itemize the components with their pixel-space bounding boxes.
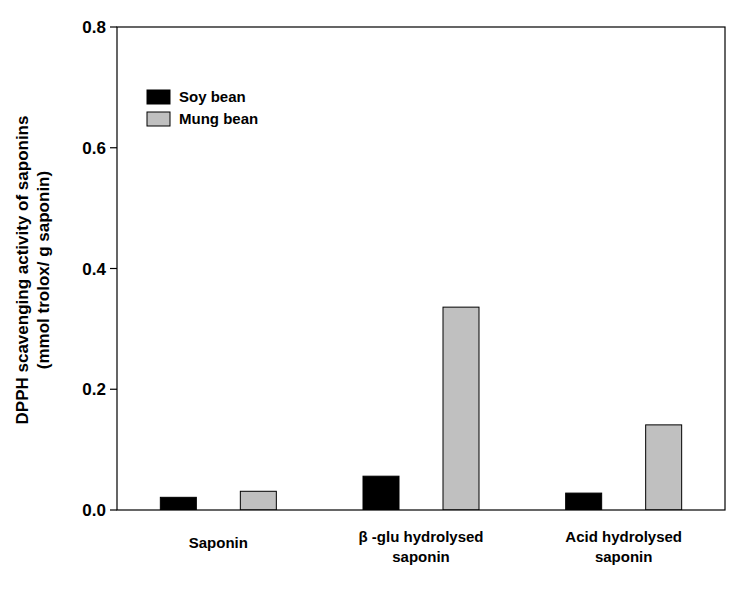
y-axis-label: DPPH scavenging activity of saponins(mmo… xyxy=(13,116,53,425)
category-label: Saponin xyxy=(189,534,248,551)
tick xyxy=(110,26,117,27)
legend-label: Soy bean xyxy=(179,88,246,105)
legend-swatch xyxy=(147,112,170,126)
bar xyxy=(646,425,682,510)
text-line: saponin xyxy=(595,548,653,565)
legend-swatch xyxy=(147,90,170,104)
text-line: β -glu hydrolysed xyxy=(358,528,483,545)
tick xyxy=(110,268,117,269)
tick xyxy=(110,389,117,390)
tick xyxy=(110,147,117,148)
bars xyxy=(160,307,681,510)
tick-label: 0.6 xyxy=(82,139,106,158)
chart: 0.0 0.2 0.4 0.6 0.8 Saponin β -glu hydrolysed s… xyxy=(0,0,752,594)
plot-frame xyxy=(117,27,725,510)
bar xyxy=(240,491,276,510)
category-label: β -glu hydrolysed saponin xyxy=(358,528,483,565)
text-line: DPPH scavenging activity of saponins xyxy=(13,116,32,425)
text-line: Acid hydrolysed xyxy=(565,528,682,545)
text-line: (mmol trolox/ g saponin) xyxy=(34,171,53,369)
text-line: Saponin xyxy=(189,534,248,551)
tick-label: 0.4 xyxy=(82,260,106,279)
category-label: Acid hydrolysed saponin xyxy=(565,528,682,565)
bar xyxy=(363,476,399,510)
bar xyxy=(160,497,196,510)
tick xyxy=(110,509,117,510)
bar xyxy=(443,307,479,510)
tick-label: 0.2 xyxy=(82,380,106,399)
legend-label: Mung bean xyxy=(179,110,258,127)
bar xyxy=(566,493,602,510)
tick-label: 0.8 xyxy=(82,18,106,37)
y-axis-label-group: DPPH scavenging activity of saponins(mmo… xyxy=(13,116,53,425)
tick-label: 0.0 xyxy=(82,501,106,520)
text-line: saponin xyxy=(392,548,450,565)
